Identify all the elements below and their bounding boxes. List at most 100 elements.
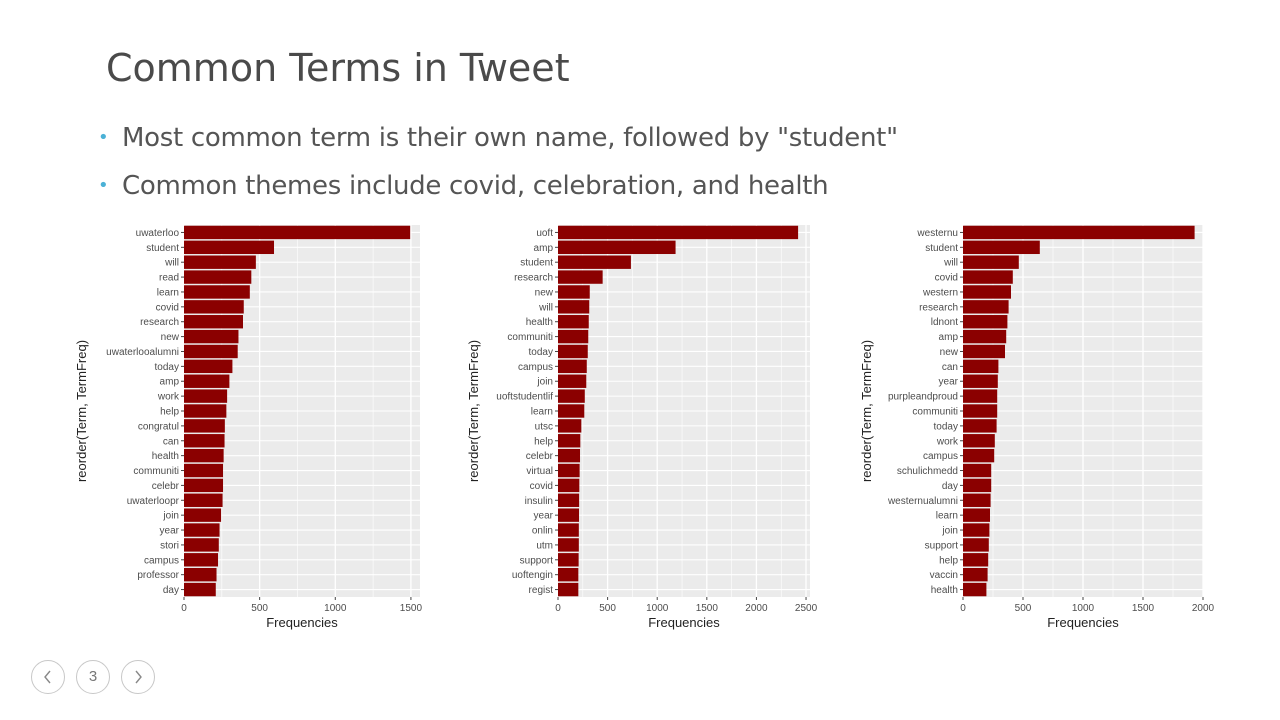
y-tick-label: student bbox=[520, 258, 553, 269]
y-tick-label: learn bbox=[936, 511, 958, 522]
y-tick-label: western bbox=[922, 287, 958, 298]
y-tick-label: day bbox=[942, 481, 958, 492]
bar-utm bbox=[558, 538, 579, 552]
y-tick-label: year bbox=[939, 377, 959, 388]
x-tick-label: 500 bbox=[599, 603, 616, 614]
bar-amp bbox=[184, 374, 230, 388]
y-tick-label: congratul bbox=[138, 421, 179, 432]
y-tick-label: campus bbox=[518, 362, 553, 373]
bar-uwaterloopr bbox=[184, 493, 223, 507]
x-tick-label: 1500 bbox=[696, 603, 719, 614]
bar-communiti bbox=[963, 404, 998, 418]
bar-year bbox=[184, 523, 220, 537]
y-tick-label: covid bbox=[530, 481, 553, 492]
bar-health bbox=[184, 448, 224, 463]
y-tick-label: work bbox=[936, 436, 959, 447]
y-tick-label: covid bbox=[935, 273, 958, 284]
y-tick-label: uoftengin bbox=[512, 570, 553, 581]
bar-will bbox=[184, 255, 256, 269]
next-slide-button[interactable] bbox=[121, 660, 155, 694]
x-tick-label: 1000 bbox=[646, 603, 669, 614]
y-tick-label: communiti bbox=[507, 332, 553, 343]
x-tick-label: 500 bbox=[251, 603, 268, 614]
y-tick-label: will bbox=[538, 302, 553, 313]
bar-support bbox=[963, 538, 989, 552]
y-tick-label: uwaterloopr bbox=[127, 496, 180, 507]
bar-stori bbox=[184, 538, 219, 552]
y-tick-label: support bbox=[520, 555, 554, 566]
y-tick-label: research bbox=[514, 273, 553, 284]
y-tick-label: year bbox=[160, 526, 180, 537]
y-tick-label: utsc bbox=[535, 421, 553, 432]
bullet-item: • Most common term is their own name, fol… bbox=[98, 118, 898, 166]
bar-student bbox=[184, 240, 275, 255]
y-tick-label: can bbox=[163, 436, 179, 447]
bar-student bbox=[963, 240, 1040, 255]
bar-year bbox=[963, 374, 998, 388]
bar-covid bbox=[963, 270, 1013, 284]
bar-westernualumni bbox=[963, 493, 991, 507]
y-tick-label: health bbox=[931, 585, 958, 596]
bar-celebr bbox=[558, 448, 581, 463]
y-tick-label: work bbox=[157, 392, 180, 403]
y-tick-label: regist bbox=[529, 585, 554, 596]
y-tick-label: schulichmedd bbox=[897, 466, 958, 477]
bar-research bbox=[184, 315, 243, 329]
bar-chart-svg: uwaterloo student will read learn covid resear… bbox=[74, 225, 422, 630]
y-tick-label: health bbox=[152, 451, 179, 462]
y-tick-label: learn bbox=[531, 407, 553, 418]
y-tick-label: covid bbox=[156, 302, 179, 313]
bar-help bbox=[558, 434, 581, 448]
y-tick-label: utm bbox=[536, 540, 553, 551]
bullet-text: Most common term is their own name, foll… bbox=[122, 123, 898, 153]
y-tick-label: westernu bbox=[916, 228, 958, 239]
bar-schulichmedd bbox=[963, 463, 992, 478]
uoft-term-frequency-chart: uoft amp student research new will health commu… bbox=[462, 222, 822, 642]
bullet-item: • Common themes include covid, celebratio… bbox=[98, 166, 898, 214]
bar-will bbox=[963, 255, 1019, 269]
y-tick-label: amp bbox=[160, 377, 180, 388]
bar-uoft bbox=[558, 225, 799, 240]
bar-can bbox=[963, 359, 999, 374]
y-tick-label: new bbox=[940, 347, 959, 358]
y-tick-label: insulin bbox=[525, 496, 553, 507]
chevron-right-icon bbox=[135, 670, 142, 684]
x-tick-label: 0 bbox=[555, 603, 561, 614]
bar-congratul bbox=[184, 419, 225, 433]
prev-slide-button[interactable] bbox=[31, 660, 65, 694]
y-tick-label: communiti bbox=[912, 407, 958, 418]
bar-amp bbox=[558, 240, 676, 255]
y-tick-label: will bbox=[943, 258, 958, 269]
bar-student bbox=[558, 255, 631, 269]
y-tick-label: research bbox=[919, 302, 958, 313]
bar-research bbox=[963, 300, 1009, 314]
bar-uoftengin bbox=[558, 567, 579, 582]
bullet-dot-icon: • bbox=[98, 127, 109, 148]
x-tick-label: 2500 bbox=[795, 603, 818, 614]
y-tick-label: today bbox=[934, 421, 958, 432]
bar-join bbox=[558, 374, 587, 388]
bar-western bbox=[963, 285, 1011, 299]
y-tick-label: celebr bbox=[526, 451, 554, 462]
y-tick-label: uwaterloo bbox=[136, 228, 180, 239]
y-tick-label: help bbox=[160, 407, 179, 418]
x-axis-label: Frequencies bbox=[648, 615, 720, 630]
page-number: 3 bbox=[76, 660, 110, 694]
bar-learn bbox=[963, 508, 990, 522]
y-tick-label: uwaterlooalumni bbox=[106, 347, 179, 358]
y-tick-label: vaccin bbox=[930, 570, 958, 581]
y-tick-label: purpleandproud bbox=[888, 392, 958, 403]
y-tick-label: amp bbox=[939, 332, 959, 343]
y-tick-label: health bbox=[526, 317, 553, 328]
bar-insulin bbox=[558, 493, 580, 507]
bar-can bbox=[184, 434, 225, 448]
x-tick-label: 2000 bbox=[745, 603, 768, 614]
bar-learn bbox=[184, 285, 250, 299]
bar-utsc bbox=[558, 419, 582, 433]
bar-help bbox=[963, 553, 989, 567]
bullet-list: • Most common term is their own name, fol… bbox=[98, 118, 898, 214]
bar-onlin bbox=[558, 523, 579, 537]
x-axis-label: Frequencies bbox=[1047, 615, 1119, 630]
y-tick-label: help bbox=[534, 436, 553, 447]
y-tick-label: join bbox=[162, 511, 179, 522]
